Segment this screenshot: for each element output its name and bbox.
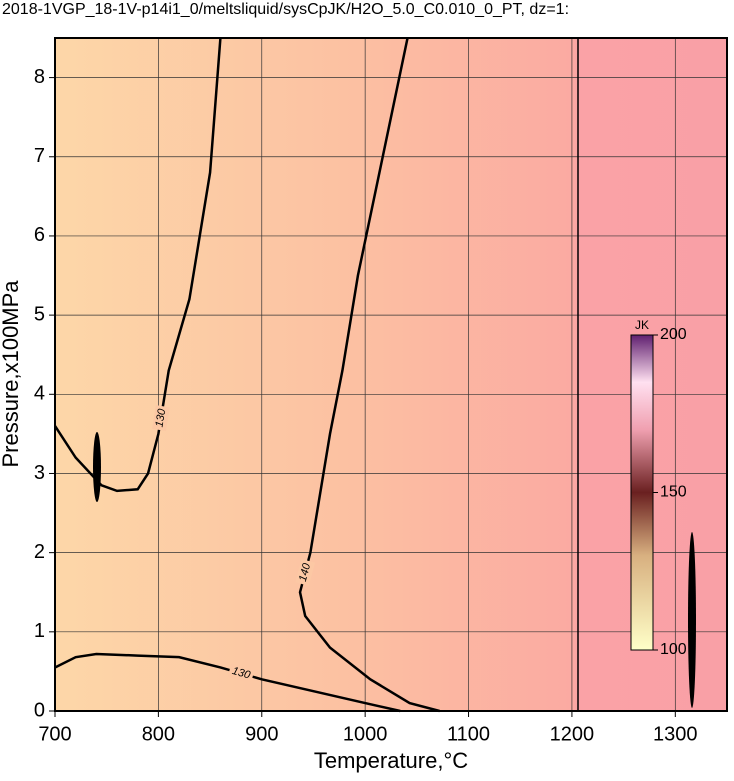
x-tick-label: 800 [142, 723, 175, 745]
y-tick-label: 6 [34, 224, 45, 246]
y-tick-label: 7 [34, 145, 45, 167]
x-tick-label: 1000 [343, 723, 388, 745]
x-tick-label: 1300 [653, 723, 698, 745]
y-tick-label: 3 [34, 462, 45, 484]
contour-label-bg [295, 559, 315, 586]
x-tick-label: 700 [38, 723, 71, 745]
y-tick-label: 1 [34, 620, 45, 642]
y-axis-label: Pressure,x100MPa [0, 280, 23, 468]
contour-label: 140 [297, 561, 313, 583]
contour-line [298, 37, 440, 713]
contour-label-bg [227, 663, 255, 684]
x-tick-label: 900 [245, 723, 278, 745]
colorbar-tick-label: 150 [660, 484, 687, 501]
colorbar-tick-label: 100 [660, 641, 687, 658]
contour-line [54, 652, 401, 713]
colorbar-label: JK [635, 318, 649, 332]
plot-frame [54, 37, 728, 712]
contour-blob [688, 532, 696, 708]
x-tick-label: 1200 [550, 723, 595, 745]
y-tick-label: 4 [34, 383, 45, 405]
contour-blob [93, 432, 101, 502]
colorbar-tick-label: 200 [660, 326, 687, 343]
x-axis-label: Temperature,°C [314, 748, 468, 773]
chart-title: 2018-1VGP_18-1V-p14i1_0/meltsliquid/sysC… [2, 1, 569, 18]
contour-label: 130 [231, 665, 253, 682]
colorbar [630, 334, 654, 651]
plot-background [55, 38, 727, 711]
y-tick-label: 2 [34, 541, 45, 563]
y-tick-label: 5 [34, 303, 45, 325]
y-tick-label: 0 [34, 699, 45, 721]
y-tick-label: 8 [34, 66, 45, 88]
contour-label: 130 [153, 407, 168, 428]
contour-label-bg [152, 405, 170, 432]
x-tick-label: 1100 [447, 723, 490, 745]
contour-line [53, 37, 222, 493]
